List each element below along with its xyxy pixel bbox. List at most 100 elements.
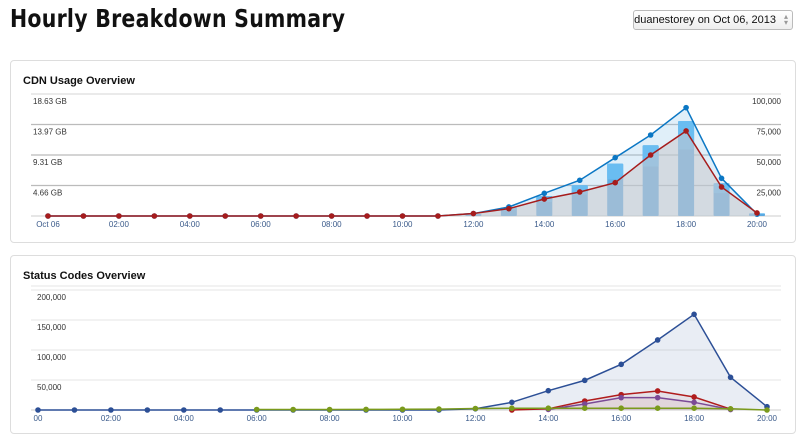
page-title: Hourly Breakdown Summary bbox=[10, 4, 346, 33]
data-point-red bbox=[151, 213, 158, 219]
series-line-purple bbox=[548, 396, 731, 411]
x-tick-label: 14:00 bbox=[534, 220, 555, 229]
data-point-blue bbox=[35, 407, 41, 413]
data-point-purple bbox=[654, 394, 661, 401]
x-tick-label: 04:00 bbox=[180, 220, 201, 229]
data-point-blue bbox=[545, 387, 552, 394]
data-point-red bbox=[541, 196, 548, 202]
data-point-green bbox=[253, 406, 260, 413]
y-tick-label: 150,000 bbox=[37, 323, 66, 332]
x-tick-label: 20:00 bbox=[757, 414, 778, 423]
series-area bbox=[548, 397, 731, 410]
data-point-green bbox=[399, 406, 406, 413]
x-tick-label: 06:00 bbox=[247, 414, 268, 423]
data-point-red bbox=[691, 394, 697, 400]
x-tick-label: 00 bbox=[34, 414, 43, 423]
y2-tick-label: 75,000 bbox=[757, 128, 782, 137]
data-point-green bbox=[727, 406, 734, 412]
y2-tick-label: 50,000 bbox=[757, 158, 782, 167]
x-tick-label: 16:00 bbox=[611, 414, 632, 423]
data-point-blue bbox=[541, 190, 548, 197]
select-value: duanestorey on Oct 06, 2013 bbox=[634, 14, 776, 26]
data-point-red bbox=[470, 210, 477, 217]
data-point-red bbox=[718, 184, 725, 190]
data-point-red bbox=[754, 210, 760, 216]
status-codes-panel: Status Codes Overview 50,000 100,000 150,0… bbox=[10, 255, 796, 434]
data-point-red bbox=[328, 213, 335, 219]
data-point-red bbox=[116, 213, 122, 219]
usage-bar-highlight bbox=[607, 163, 624, 180]
data-point-green bbox=[618, 405, 624, 411]
data-point-green bbox=[764, 407, 770, 413]
data-point-blue bbox=[576, 177, 583, 184]
data-point-green bbox=[581, 405, 588, 411]
data-point-red bbox=[45, 213, 51, 219]
data-point-red bbox=[612, 179, 618, 186]
series-area bbox=[38, 314, 767, 410]
data-point-green bbox=[436, 406, 442, 412]
data-point-blue bbox=[718, 175, 725, 182]
y-tick-label: 50,000 bbox=[37, 383, 62, 392]
data-point-red bbox=[187, 213, 193, 219]
data-point-green bbox=[363, 406, 369, 413]
status-codes-chart: 50,000 100,000 150,000 200,000 00 02:00 04:00 0… bbox=[31, 285, 781, 423]
data-point-red bbox=[506, 205, 512, 212]
x-tick-label: 08:00 bbox=[322, 220, 343, 229]
data-point-green bbox=[290, 406, 296, 413]
data-point-red bbox=[576, 189, 583, 195]
data-point-red bbox=[647, 152, 654, 158]
data-point-green bbox=[509, 405, 515, 411]
user-date-select[interactable]: duanestorey on Oct 06, 2013 ▴ ▾ bbox=[633, 10, 793, 30]
x-tick-label: 12:00 bbox=[465, 414, 486, 423]
data-point-green bbox=[654, 405, 661, 411]
x-tick-label: Oct 06 bbox=[36, 220, 60, 229]
data-point-purple bbox=[581, 401, 588, 407]
x-tick-label: 04:00 bbox=[174, 414, 195, 423]
data-point-purple bbox=[618, 394, 624, 401]
y-tick-label: 4.66 GB bbox=[33, 189, 62, 198]
data-point-red bbox=[399, 213, 406, 219]
cdn-usage-panel: CDN Usage Overview 4.66 GB 9.31 GB 13.97 G… bbox=[10, 60, 796, 243]
x-tick-label: 06:00 bbox=[251, 220, 272, 229]
stepper-arrows-icon: ▴ ▾ bbox=[783, 12, 788, 27]
cdn-usage-title: CDN Usage Overview bbox=[23, 75, 135, 87]
data-point-red bbox=[364, 213, 370, 219]
cdn-usage-chart: 4.66 GB 9.31 GB 13.97 GB 18.63 GB 25,000 50,0… bbox=[31, 93, 782, 229]
data-point-blue bbox=[691, 311, 697, 318]
x-tick-label: 16:00 bbox=[605, 220, 626, 229]
x-tick-label: 20:00 bbox=[747, 220, 768, 229]
data-point-blue bbox=[509, 399, 515, 406]
data-point-blue bbox=[612, 154, 618, 161]
data-point-green bbox=[545, 405, 552, 411]
data-point-blue bbox=[618, 361, 624, 368]
y-tick-label: 13.97 GB bbox=[33, 128, 67, 137]
data-point-blue bbox=[144, 407, 151, 413]
status-codes-title: Status Codes Overview bbox=[23, 270, 146, 282]
data-point-green bbox=[472, 405, 479, 412]
series-area bbox=[48, 107, 757, 216]
data-point-blue bbox=[647, 132, 654, 138]
data-point-blue bbox=[108, 407, 114, 413]
y-tick-label: 18.63 GB bbox=[33, 97, 67, 106]
x-tick-label: 02:00 bbox=[109, 220, 130, 229]
data-point-blue bbox=[181, 407, 187, 413]
x-tick-label: 14:00 bbox=[538, 414, 559, 423]
data-point-red bbox=[654, 388, 661, 394]
data-point-purple bbox=[691, 399, 697, 406]
x-tick-label: 08:00 bbox=[320, 414, 341, 423]
data-point-blue bbox=[71, 407, 78, 413]
data-point-blue bbox=[683, 104, 689, 111]
x-tick-label: 12:00 bbox=[463, 220, 484, 229]
data-point-blue bbox=[654, 337, 661, 343]
data-point-red bbox=[293, 213, 299, 219]
y2-tick-label: 100,000 bbox=[752, 97, 781, 106]
data-point-green bbox=[326, 406, 333, 413]
data-point-red bbox=[257, 213, 264, 219]
y-tick-label: 9.31 GB bbox=[33, 158, 62, 167]
x-tick-label: 10:00 bbox=[392, 414, 413, 423]
x-tick-label: 18:00 bbox=[676, 220, 697, 229]
x-tick-label: 02:00 bbox=[101, 414, 122, 423]
y-tick-label: 200,000 bbox=[37, 293, 66, 302]
data-point-blue bbox=[217, 407, 224, 413]
x-tick-label: 18:00 bbox=[684, 414, 705, 423]
